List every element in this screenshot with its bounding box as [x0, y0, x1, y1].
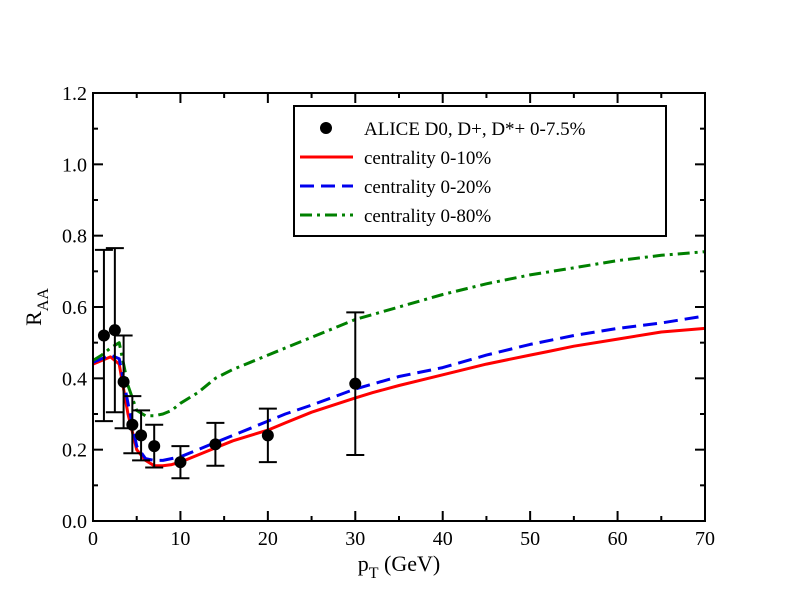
x-axis-title: pT (GeV) [358, 551, 440, 582]
legend-label-0-20: centrality 0-20% [364, 177, 491, 198]
y-axis-title-sub: AA [35, 288, 52, 312]
data-point [148, 440, 161, 453]
y-axis-title-main: R [21, 311, 46, 326]
y-tick-label: 0.2 [62, 440, 87, 462]
y-tick-label: 1.0 [62, 154, 87, 176]
data-point [126, 418, 139, 431]
legend-label-alice: ALICE D0, D+, D*+ 0-7.5% [364, 119, 586, 140]
axis-ticks: 0 10 20 30 40 50 60 70 0.0 0.2 0.4 0.6 0.8 1.0 1.2 [62, 83, 715, 550]
y-axis-title: RAA [21, 288, 52, 326]
data-point [108, 324, 121, 337]
x-tick-label: 10 [170, 528, 190, 550]
data-point [97, 329, 110, 342]
curves-layer [92, 250, 706, 468]
x-tick-label: 20 [258, 528, 278, 550]
series-line-2 [92, 250, 706, 418]
x-axis-title-main: p [358, 551, 369, 576]
legend-box [293, 105, 667, 237]
y-tick-label: 0.8 [62, 226, 87, 248]
x-axis-title-rest: (GeV) [379, 551, 441, 576]
data-point [135, 429, 148, 442]
y-tick-label: 0.6 [62, 297, 87, 319]
x-tick-label: 40 [433, 528, 453, 550]
data-point [117, 375, 130, 388]
x-tick-label: 0 [88, 528, 98, 550]
data-point [349, 377, 362, 390]
data-points-layer [94, 247, 365, 480]
y-tick-label: 0.4 [62, 368, 87, 390]
y-tick-label: 0.0 [62, 511, 87, 533]
series-line-1 [92, 314, 706, 462]
data-point [209, 438, 222, 451]
x-tick-label: 30 [345, 528, 365, 550]
data-point [174, 456, 187, 469]
legend-label-0-80: centrality 0-80% [364, 206, 491, 227]
legend: ALICE D0, D+, D*+ 0-7.5% centrality 0-10… [293, 105, 667, 237]
x-tick-label: 70 [695, 528, 715, 550]
y-tick-label: 1.2 [62, 83, 87, 105]
data-point [261, 429, 274, 442]
x-tick-label: 60 [608, 528, 628, 550]
legend-label-0-10: centrality 0-10% [364, 148, 491, 169]
x-axis-title-sub: T [369, 565, 379, 582]
x-tick-label: 50 [520, 528, 540, 550]
legend-marker-alice [320, 122, 332, 134]
